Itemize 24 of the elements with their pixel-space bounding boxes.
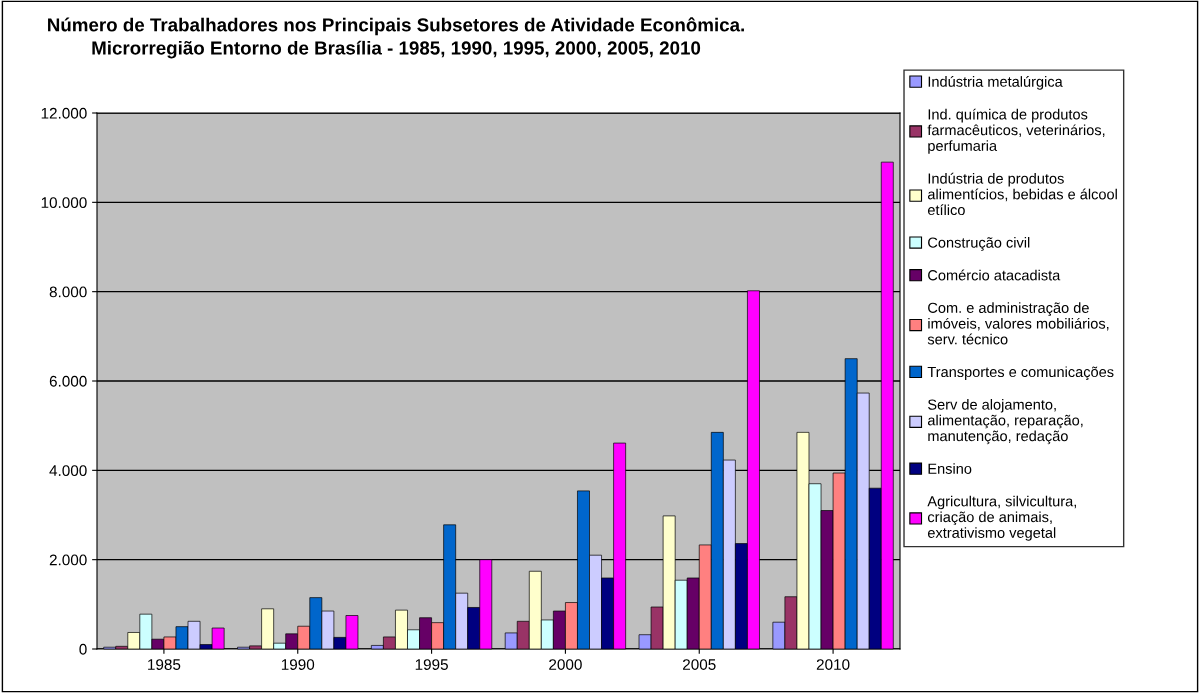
legend-label: Construção civil [928,237,1030,251]
legend-label: Transportes e comunicações [927,366,1114,381]
y-tick-label: 0 [79,643,87,655]
legend-label: Agricultura, silvicultura, criação de animais, extrativismo vegetal [927,495,1076,541]
x-tick-label: 1995 [415,659,448,670]
legend-label: Indústria de produtos alimentícios, bebidas e álcool etílico [927,172,1117,216]
y-tick-label: 6.000 [49,375,87,387]
legend-label: Comércio atacadista [928,269,1061,281]
y-tick-label: 10.000 [41,197,87,209]
y-tick-label: 4.000 [49,465,87,477]
x-tick-label: 1990 [281,659,315,670]
legend-label: Ind. química de produtos farmacêuticos, veterinários, perfumaria [927,108,1105,154]
y-tick-label: 8.000 [49,286,87,298]
legend-label: Com. e administração de imóveis, valores mobiliários, serv. técnico [927,302,1109,345]
y-tick-label: 2.000 [49,554,87,566]
x-tick-label: 2000 [549,659,582,670]
x-tick-label: 2005 [683,659,716,670]
legend-label: Indústria metalúrgica [928,75,1063,90]
x-tick-label: 2010 [816,659,850,670]
y-tick-label: 12.000 [41,107,87,119]
legend-label: Ensino [928,463,972,474]
chart-title: Número de Trabalhadores nos Principais Subsetores de Atividade Econômica. Microrregião Entorno de Brasília - 1985, 1990, 1995, 2000, 2005, 2010 [48,17,744,59]
legend-label: Serv de alojamento, alimentação, reparação, manutenção, redação [927,399,1083,445]
x-tick-label: 1985 [148,659,181,670]
